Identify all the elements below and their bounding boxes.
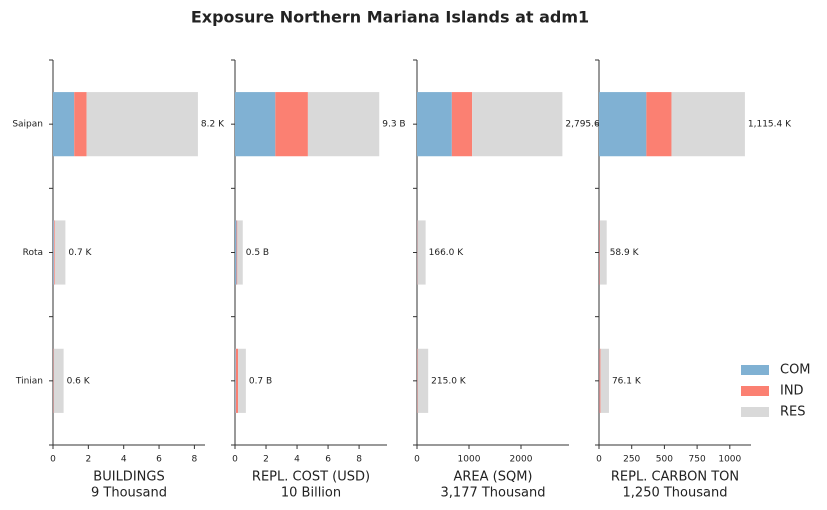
y-tick-label: Tinian [15,376,43,386]
bar-segment [600,220,607,285]
legend-swatch [741,407,769,417]
total-label: 215.0 K [431,376,467,386]
bar-segment [53,92,75,157]
x-tick-label: 2 [263,455,269,465]
bar-segment [238,348,246,413]
bar-segment [235,348,239,413]
x-axis-note: 1,250 Thousand [623,486,728,501]
total-label: 1,115.4 K [748,120,792,130]
x-axis-label: BUILDINGS [93,470,164,485]
x-tick-label: 0 [414,455,420,465]
x-tick-label: 1000 [718,455,741,465]
y-tick-label: Rota [23,248,43,258]
bar-segment [671,92,745,157]
bar-segment [235,92,276,157]
bar-segment [237,220,243,285]
legend-label: COM [780,363,811,378]
x-tick-label: 750 [689,455,706,465]
bar-segment [86,92,198,157]
bar-segment [472,92,563,157]
bar-segment [417,348,418,413]
x-tick-label: 0 [50,455,56,465]
x-tick-label: 2 [85,455,91,465]
x-tick-label: 0 [596,455,602,465]
figure-title: Exposure Northern Mariana Islands at adm… [191,8,589,27]
x-tick-label: 2000 [510,455,533,465]
bar-segment [53,348,54,413]
x-tick-label: 1000 [458,455,481,465]
total-label: 58.9 K [610,248,640,258]
total-label: 76.1 K [612,376,642,386]
bar-segment [74,92,87,157]
bar-segment [599,220,601,285]
bar-segment [600,348,609,413]
bar-segment [451,92,473,157]
x-axis-label: AREA (SQM) [453,470,532,485]
x-axis-label: REPL. CARBON TON [611,470,739,485]
bar-segment [53,220,54,285]
bar-segment [53,348,64,413]
legend-swatch [741,365,769,375]
total-label: 8.2 K [201,120,225,130]
x-axis-note: 3,177 Thousand [441,486,546,501]
x-tick-label: 500 [656,455,673,465]
bar-segment [599,92,647,157]
total-label: 0.7 B [249,376,272,386]
bar-segment [646,92,672,157]
x-tick-label: 8 [192,455,198,465]
total-label: 0.5 B [246,248,269,258]
bar-segment [236,220,238,285]
x-axis-label: REPL. COST (USD) [252,470,370,485]
bar-segment [54,220,66,285]
bar-segment [417,348,429,413]
bar-segment [275,92,308,157]
y-tick-label: Saipan [12,120,43,130]
legend-label: RES [780,405,806,420]
legend-label: IND [780,384,804,399]
x-tick-label: 6 [156,455,162,465]
x-tick-label: 6 [325,455,331,465]
total-label: 0.7 K [68,248,92,258]
x-tick-label: 4 [294,455,300,465]
x-tick-label: 8 [356,455,362,465]
bar-segment [53,220,55,285]
x-axis-note: 10 Billion [281,486,341,501]
x-tick-label: 0 [232,455,238,465]
total-label: 0.6 K [67,376,91,386]
x-tick-label: 250 [623,455,640,465]
total-label: 166.0 K [429,248,465,258]
bar-segment [307,92,380,157]
bar-segment [417,220,426,285]
x-axis-note: 9 Thousand [91,486,167,501]
legend-swatch [741,386,769,396]
total-label: 2,795.6 [565,120,600,130]
total-label: 9.3 B [382,120,405,130]
bar-segment [417,92,452,157]
bar-segment [599,348,601,413]
bar-segment [235,348,236,413]
x-tick-label: 4 [121,455,127,465]
bar-segment [235,220,237,285]
